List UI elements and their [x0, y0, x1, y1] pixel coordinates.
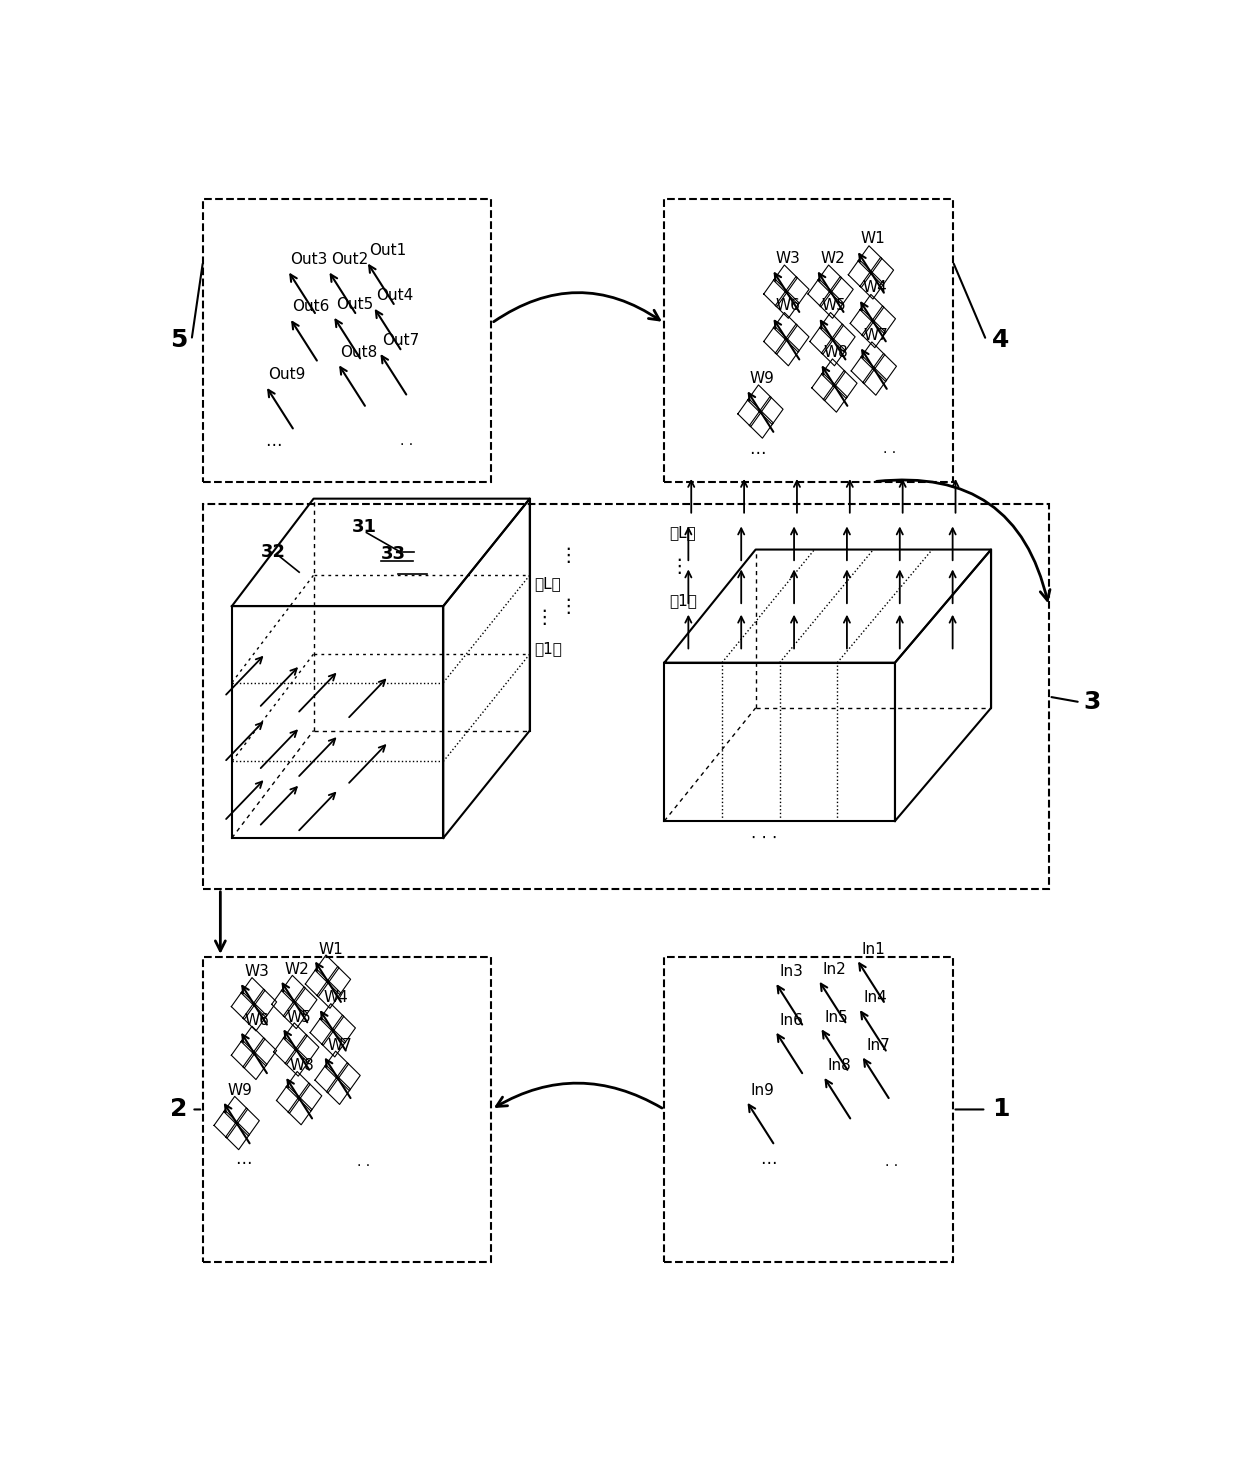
Text: 第L层: 第L层 [670, 524, 696, 541]
Text: ⋮: ⋮ [558, 596, 578, 616]
Text: In5: In5 [825, 1009, 848, 1025]
Text: 33: 33 [381, 545, 405, 563]
Text: Out7: Out7 [382, 333, 419, 348]
Text: W1: W1 [319, 942, 343, 956]
Text: 第1层: 第1层 [670, 593, 697, 608]
Text: W2: W2 [285, 962, 310, 977]
Text: In7: In7 [866, 1039, 890, 1053]
Text: Out2: Out2 [331, 251, 368, 267]
Text: ⋮: ⋮ [558, 545, 578, 564]
Text: Out8: Out8 [341, 345, 378, 360]
Text: W4: W4 [324, 990, 348, 1005]
Text: 4: 4 [992, 328, 1009, 353]
Text: In1: In1 [862, 942, 885, 956]
Text: W9: W9 [227, 1083, 252, 1099]
Text: In8: In8 [828, 1058, 852, 1074]
Text: W7: W7 [863, 328, 888, 342]
Text: In4: In4 [863, 990, 887, 1005]
Text: ⋅ ⋅: ⋅ ⋅ [357, 1159, 370, 1174]
Text: ⋮: ⋮ [534, 608, 554, 627]
Text: 5: 5 [170, 328, 187, 353]
Text: Out6: Out6 [293, 300, 330, 314]
Text: W6: W6 [244, 1014, 269, 1028]
Text: Out9: Out9 [268, 367, 306, 382]
Text: W7: W7 [327, 1039, 352, 1053]
Text: 31: 31 [352, 519, 377, 536]
Text: W6: W6 [776, 298, 801, 313]
Text: W4: W4 [862, 281, 887, 295]
Text: Out5: Out5 [336, 297, 373, 311]
Text: 32: 32 [260, 544, 285, 561]
Text: ⋯: ⋯ [760, 1153, 777, 1172]
Text: W8: W8 [290, 1058, 314, 1074]
Bar [203, 198, 491, 482]
Bar [203, 504, 1049, 889]
Text: In3: In3 [780, 964, 804, 980]
Text: Out1: Out1 [370, 242, 407, 257]
Text: 第1层: 第1层 [534, 642, 563, 657]
Text: W8: W8 [823, 345, 848, 360]
Text: 2: 2 [170, 1097, 187, 1121]
Text: ⋅ ⋅: ⋅ ⋅ [885, 1159, 899, 1174]
Text: W9: W9 [750, 370, 775, 385]
Text: ⋯: ⋯ [265, 436, 283, 454]
Text: Out3: Out3 [290, 251, 327, 267]
Text: ⋅ ⋅: ⋅ ⋅ [883, 447, 897, 460]
Text: 3: 3 [1084, 690, 1101, 714]
Text: W1: W1 [861, 232, 885, 247]
Bar [665, 956, 952, 1262]
Text: ⋯: ⋯ [749, 445, 765, 463]
Text: ⋮: ⋮ [670, 557, 688, 576]
Text: ⋅ ⋅ ⋅: ⋅ ⋅ ⋅ [751, 829, 777, 848]
Text: In2: In2 [823, 962, 847, 977]
Text: In9: In9 [751, 1083, 775, 1099]
Bar [203, 956, 491, 1262]
Text: W2: W2 [820, 251, 844, 266]
Text: 第L层: 第L层 [534, 576, 562, 591]
Text: W5: W5 [822, 298, 847, 313]
Text: ⋯: ⋯ [234, 1153, 252, 1172]
Text: In6: In6 [780, 1014, 804, 1028]
Bar [665, 198, 952, 482]
Text: W5: W5 [286, 1009, 311, 1025]
Text: W3: W3 [776, 251, 801, 266]
Text: 1: 1 [992, 1097, 1009, 1121]
Text: ⋅ ⋅: ⋅ ⋅ [401, 438, 413, 452]
Text: W3: W3 [244, 964, 269, 980]
Text: Out4: Out4 [376, 288, 413, 303]
